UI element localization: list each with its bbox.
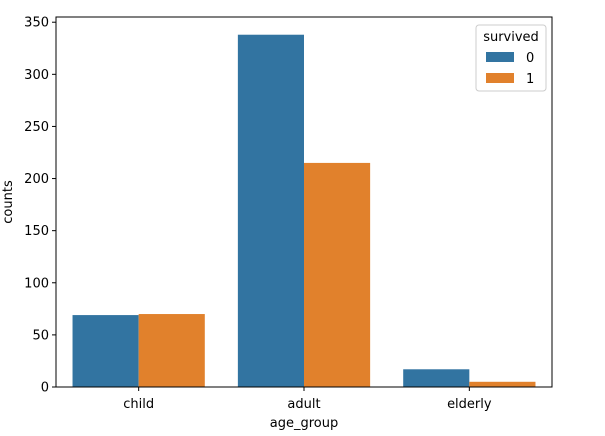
legend-swatch-1 (486, 73, 514, 83)
bar-adult-survived-1 (304, 162, 371, 387)
y-tick-label: 300 (24, 68, 49, 83)
y-tick-label: 100 (24, 276, 49, 291)
x-axis-label: age_group (270, 416, 338, 431)
y-tick-label: 200 (24, 172, 49, 187)
legend-label-1: 1 (526, 72, 534, 87)
y-tick-label: 350 (24, 16, 49, 31)
y-tick-label: 0 (41, 381, 49, 396)
y-tick-label: 50 (32, 328, 49, 343)
x-tick-label-child: child (123, 397, 154, 412)
bars-group (72, 34, 536, 387)
legend-title: survived (483, 30, 539, 45)
bar-child-survived-1 (138, 314, 205, 387)
x-tick-label-adult: adult (287, 397, 320, 412)
bar-elderly-survived-0 (403, 369, 470, 387)
legend-swatch-0 (486, 52, 514, 62)
y-axis: 0 50 100 150 200 250 300 350 (24, 16, 56, 396)
y-tick-label: 250 (24, 120, 49, 135)
legend-label-0: 0 (526, 51, 534, 66)
bar-elderly-survived-1 (469, 381, 536, 387)
y-axis-label: counts (1, 180, 16, 224)
bar-child-survived-0 (72, 315, 139, 387)
x-axis: child adult elderly (123, 387, 492, 412)
bar-adult-survived-0 (237, 34, 304, 387)
y-tick-label: 150 (24, 224, 49, 239)
plot-frame (55, 16, 553, 388)
x-tick-label-elderly: elderly (447, 397, 492, 412)
legend: survived 0 1 (475, 24, 547, 92)
